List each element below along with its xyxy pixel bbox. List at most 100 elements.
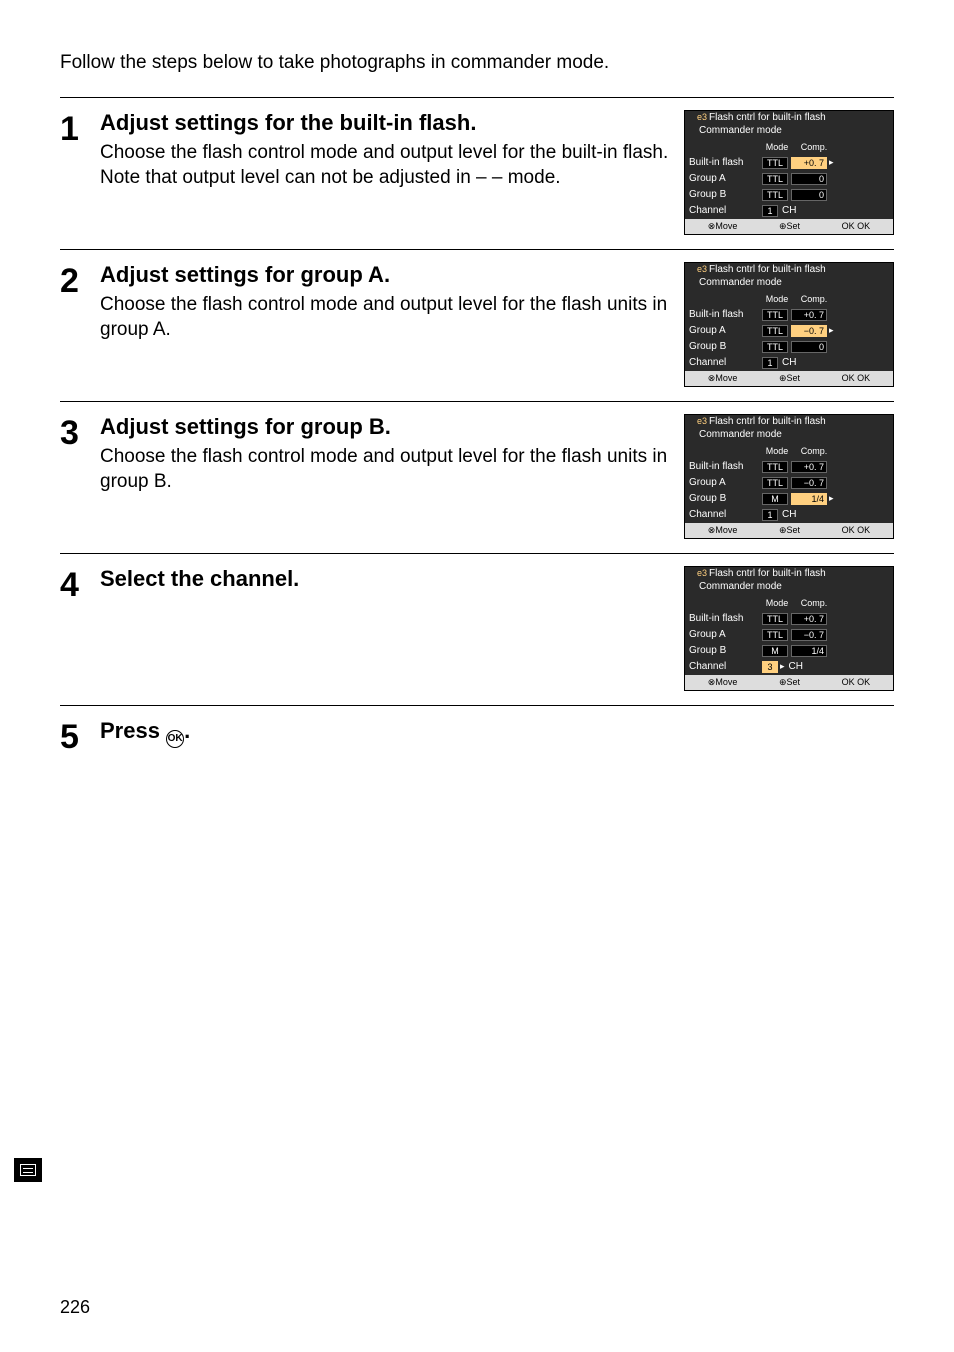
step-title: Adjust settings for the built-in flash. [100,110,674,136]
step-title: Press OK. [100,718,884,748]
screen-row: Group A TTL −0. 7 [685,627,893,643]
screen-row: Group B M 1/4 [685,643,893,659]
step-number: 5 [60,718,100,754]
screen-titlebar: e3 Flash cntrl for built-in flash [685,567,893,580]
step-number: 3 [60,414,100,539]
row-label: Group A [689,477,759,488]
footer-ok: OK OK [842,525,871,535]
screen-row: Group B TTL 0 [685,339,893,355]
screen-title: Flash cntrl for built-in flash [709,416,826,427]
screen-titlebar: e3 Flash cntrl for built-in flash [685,415,893,428]
screen-row: Built-in flash TTL +0. 7 [685,307,893,323]
screen-title-prefix: e3 [697,568,707,578]
row-label: Built-in flash [689,157,759,168]
row-label: Group A [689,325,759,336]
row-comp: 0 [791,341,827,353]
channel-suffix: CH [782,357,796,368]
col-mode: Mode [762,598,792,608]
step-title: Adjust settings for group B. [100,414,674,440]
channel-label: Channel [689,661,759,672]
row-comp: +0. 7 [791,613,827,625]
row-comp: 0 [791,189,827,201]
screen-footer: ⊗Move ⊕Set OK OK [685,523,893,538]
row-comp: 1/4 [791,493,827,505]
footer-set: ⊕Set [779,525,800,536]
channel-suffix: CH [782,509,796,520]
footer-set: ⊕Set [779,221,800,232]
step-number: 1 [60,110,100,235]
step5-prefix: Press [100,718,166,743]
screen-row: Group B TTL 0 [685,187,893,203]
footer-move: ⊗Move [708,373,738,384]
row-label: Group B [689,189,759,200]
step-4: 4 Select the channel. e3 Flash cntrl for… [60,554,894,705]
camera-menu-screen: e3 Flash cntrl for built-in flash Comman… [684,110,894,235]
screen-channel-row: Channel 1 CH [685,507,893,523]
row-comp: −0. 7 [791,629,827,641]
screen-row: Built-in flash TTL +0. 7▸ [685,155,893,171]
screen-row: Group A TTL −0. 7 [685,475,893,491]
page-number: 226 [60,1297,90,1318]
row-label: Group A [689,629,759,640]
camera-menu-screen: e3 Flash cntrl for built-in flash Comman… [684,566,894,691]
footer-set: ⊕Set [779,677,800,688]
screen-footer: ⊗Move ⊕Set OK OK [685,371,893,386]
row-mode: TTL [762,341,788,353]
step-number: 4 [60,566,100,691]
row-mode: TTL [762,189,788,201]
screen-title-prefix: e3 [697,112,707,122]
screen-header-row: Mode Comp. [685,139,893,155]
row-label: Built-in flash [689,309,759,320]
row-comp: 0 [791,173,827,185]
row-mode: TTL [762,173,788,185]
screen-title-prefix: e3 [697,416,707,426]
row-comp: −0. 7 [791,325,827,337]
row-comp: −0. 7 [791,477,827,489]
screen-header-row: Mode Comp. [685,595,893,611]
screen-row: Built-in flash TTL +0. 7 [685,459,893,475]
screen-title-prefix: e3 [697,264,707,274]
step-illustration: e3 Flash cntrl for built-in flash Comman… [684,414,894,539]
step-number: 2 [60,262,100,387]
screen-header-row: Mode Comp. [685,443,893,459]
step-illustration: e3 Flash cntrl for built-in flash Comman… [684,262,894,387]
step-5: 5 Press OK. [60,706,894,768]
footer-move: ⊗Move [708,677,738,688]
row-label: Group B [689,493,759,504]
screen-channel-row: Channel 3▸ CH [685,659,893,675]
row-mode: TTL [762,629,788,641]
footer-set: ⊕Set [779,373,800,384]
col-mode: Mode [762,142,792,152]
screen-titlebar: e3 Flash cntrl for built-in flash [685,263,893,276]
row-mode: TTL [762,309,788,321]
row-comp: +0. 7 [791,461,827,473]
screen-subtitle: Commander mode [685,428,893,443]
step-3: 3 Adjust settings for group B. Choose th… [60,402,894,553]
intro-text: Follow the steps below to take photograp… [60,50,894,77]
screen-header-row: Mode Comp. [685,291,893,307]
channel-label: Channel [689,205,759,216]
screen-title: Flash cntrl for built-in flash [709,112,826,123]
camera-menu-screen: e3 Flash cntrl for built-in flash Comman… [684,414,894,539]
screen-footer: ⊗Move ⊕Set OK OK [685,219,893,234]
row-mode: TTL [762,325,788,337]
row-comp: 1/4 [791,645,827,657]
screen-channel-row: Channel 1 CH [685,203,893,219]
screen-row: Group B M 1/4▸ [685,491,893,507]
screen-subtitle: Commander mode [685,580,893,595]
step-text: Choose the flash control mode and output… [100,444,674,495]
steps-list: 1 Adjust settings for the built-in flash… [60,98,894,706]
channel-value: 3 [762,661,778,673]
footer-ok: OK OK [842,221,871,231]
col-comp: Comp. [795,294,833,304]
row-label: Group B [689,341,759,352]
step-title: Select the channel. [100,566,674,592]
row-mode: M [762,493,788,505]
screen-title: Flash cntrl for built-in flash [709,568,826,579]
ok-icon: OK [166,730,184,748]
step-illustration: e3 Flash cntrl for built-in flash Comman… [684,110,894,235]
step-1: 1 Adjust settings for the built-in flash… [60,98,894,249]
channel-value: 1 [762,205,778,217]
step-illustration: e3 Flash cntrl for built-in flash Comman… [684,566,894,691]
screen-row: Group A TTL −0. 7▸ [685,323,893,339]
